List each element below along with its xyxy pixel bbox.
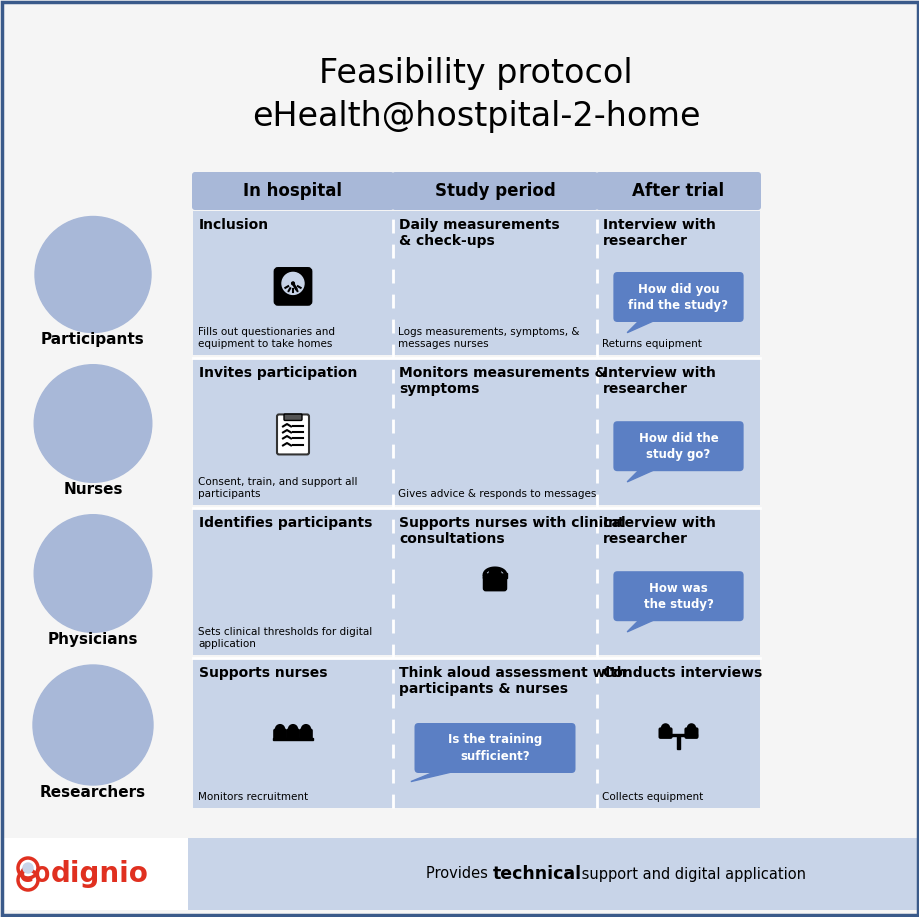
Bar	[504, 573, 506, 579]
Circle shape	[485, 581, 489, 585]
FancyBboxPatch shape	[414, 723, 575, 773]
Bar	[482, 573, 485, 579]
Text: Sets clinical thresholds for digital
application: Sets clinical thresholds for digital app…	[198, 627, 372, 649]
FancyBboxPatch shape	[273, 729, 287, 741]
FancyBboxPatch shape	[613, 571, 743, 621]
FancyBboxPatch shape	[3, 838, 187, 910]
FancyBboxPatch shape	[193, 659, 759, 808]
Text: In hospital: In hospital	[244, 182, 342, 200]
Text: Inclusion: Inclusion	[199, 218, 269, 232]
Text: Conducts interviews: Conducts interviews	[602, 666, 762, 680]
FancyBboxPatch shape	[192, 172, 393, 210]
FancyBboxPatch shape	[684, 727, 698, 739]
FancyBboxPatch shape	[613, 421, 743, 471]
Circle shape	[34, 514, 152, 633]
Text: Participants: Participants	[41, 332, 144, 347]
Text: Logs measurements, symptoms, &
messages nurses: Logs measurements, symptoms, & messages …	[398, 327, 579, 349]
Text: Study period: Study period	[434, 182, 555, 200]
Text: Interview with
researcher: Interview with researcher	[602, 366, 715, 396]
Circle shape	[686, 724, 695, 732]
FancyBboxPatch shape	[284, 414, 301, 420]
Circle shape	[276, 724, 284, 734]
Bar	[277, 299, 309, 303]
Text: Invites participation: Invites participation	[199, 366, 357, 380]
Polygon shape	[627, 318, 660, 333]
FancyBboxPatch shape	[391, 172, 597, 210]
FancyBboxPatch shape	[482, 573, 506, 591]
Text: Daily measurements
& check-ups: Daily measurements & check-ups	[399, 218, 559, 249]
Text: Consent, train, and support all
participants: Consent, train, and support all particip…	[198, 478, 357, 499]
Circle shape	[301, 724, 310, 734]
FancyBboxPatch shape	[275, 269, 311, 304]
Circle shape	[291, 282, 294, 285]
FancyBboxPatch shape	[277, 414, 309, 455]
Text: Nurses: Nurses	[63, 482, 122, 497]
Bar	[273, 738, 312, 740]
Circle shape	[282, 272, 303, 294]
FancyBboxPatch shape	[286, 729, 300, 741]
Circle shape	[35, 216, 151, 333]
Polygon shape	[627, 467, 660, 482]
FancyBboxPatch shape	[193, 509, 759, 655]
Circle shape	[488, 569, 501, 580]
Text: How did the
study go?: How did the study go?	[638, 432, 718, 460]
Text: co: co	[18, 860, 51, 888]
FancyBboxPatch shape	[596, 172, 760, 210]
Text: dignio: dignio	[51, 860, 149, 888]
Text: Supports nurses with clinical
consultations: Supports nurses with clinical consultati…	[399, 516, 625, 547]
FancyBboxPatch shape	[193, 211, 759, 355]
Text: Returns equipment: Returns equipment	[601, 339, 701, 349]
Text: Identifies participants: Identifies participants	[199, 516, 372, 530]
Text: support and digital application: support and digital application	[577, 867, 806, 881]
Text: How was
the study?: How was the study?	[643, 581, 712, 611]
Text: Fills out questionaries and
equipment to take homes: Fills out questionaries and equipment to…	[198, 327, 335, 349]
Circle shape	[33, 665, 153, 785]
Text: Researchers: Researchers	[40, 785, 146, 800]
FancyBboxPatch shape	[299, 729, 312, 741]
FancyBboxPatch shape	[658, 727, 672, 739]
Polygon shape	[627, 617, 660, 632]
Text: Gives advice & responds to messages: Gives advice & responds to messages	[398, 489, 596, 499]
Text: technical: technical	[492, 865, 581, 883]
Circle shape	[661, 724, 669, 732]
Text: How did you
find the study?: How did you find the study?	[628, 282, 728, 312]
FancyBboxPatch shape	[613, 272, 743, 322]
Text: Interview with
researcher: Interview with researcher	[602, 218, 715, 249]
Text: Interview with
researcher: Interview with researcher	[602, 516, 715, 547]
Bar	[676, 735, 679, 748]
Text: Supports nurses: Supports nurses	[199, 666, 327, 680]
Text: Monitors measurements &
symptoms: Monitors measurements & symptoms	[399, 366, 606, 396]
Text: Physicians: Physicians	[48, 632, 138, 647]
Text: Monitors recruitment: Monitors recruitment	[198, 792, 308, 802]
Circle shape	[34, 365, 152, 482]
Text: Think aloud assessment with
participants & nurses: Think aloud assessment with participants…	[399, 666, 626, 696]
Text: Collects equipment: Collects equipment	[601, 792, 702, 802]
Circle shape	[23, 863, 33, 873]
Polygon shape	[411, 769, 464, 781]
Text: Is the training
sufficient?: Is the training sufficient?	[448, 734, 541, 763]
FancyBboxPatch shape	[193, 359, 759, 505]
Text: After trial: After trial	[631, 182, 724, 200]
Text: Provides: Provides	[425, 867, 492, 881]
Circle shape	[289, 724, 297, 734]
FancyBboxPatch shape	[3, 838, 916, 910]
Bar	[659, 734, 697, 736]
Text: Feasibility protocol
eHealth@hostpital-2-home: Feasibility protocol eHealth@hostpital-2…	[252, 58, 699, 133]
